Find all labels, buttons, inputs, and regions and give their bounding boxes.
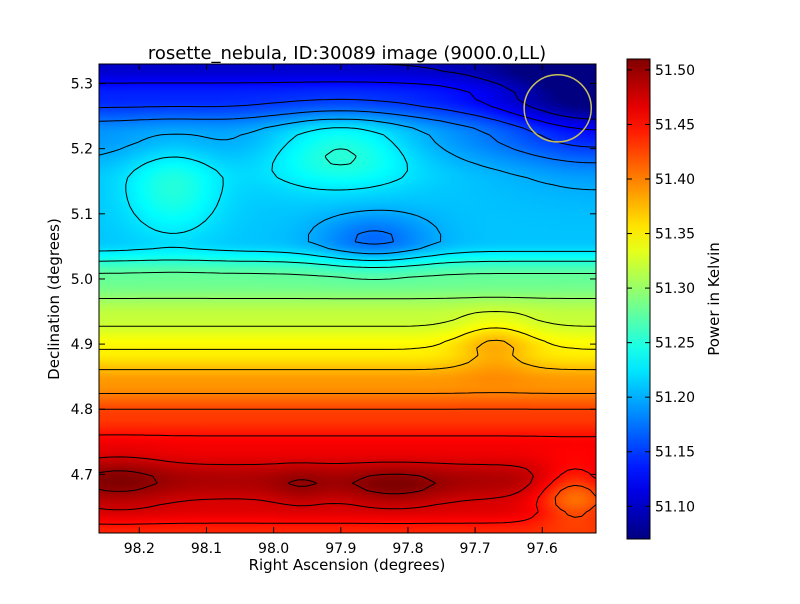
y-tick-label: 5.0 [71,272,93,288]
chart-title: rosette_nebula, ID:30089 image (9000.0,L… [148,43,546,64]
x-axis-label: Right Ascension (degrees) [249,556,446,574]
contour-line [99,296,596,300]
contour-line [99,470,436,495]
contour-line [99,434,596,525]
contour-line [99,311,596,327]
x-tick-label: 97.6 [527,541,558,557]
colorbar-tick-label: 51.30 [655,281,695,297]
y-axis-label: Declination (degrees) [45,218,63,380]
plot-area [99,64,596,533]
contour-line [99,127,596,261]
colorbar-label: Power in Kelvin [705,242,723,356]
colorbar-tick-label: 51.40 [655,172,695,188]
contour-line [99,110,596,245]
contour-line [99,327,596,350]
plot-frame [98,63,597,534]
y-tick-label: 4.9 [71,337,93,353]
contour-line [99,98,596,148]
beam-marker [523,73,593,143]
contour-line [99,118,596,255]
x-axis: 98.2 98.1 98.0 97.9 97.8 97.7 97.6 [124,64,558,557]
colorbar-gradient [626,58,651,540]
contour-line [99,392,596,394]
x-tick-label: 98.1 [191,541,222,557]
y-tick-label: 4.7 [71,467,93,483]
colorbar-tick-label: 51.45 [655,117,695,133]
colorbar: 51.10 51.15 51.20 51.25 51.30 51.35 51.40 51.45… [626,58,723,540]
contour-line [99,271,596,280]
x-tick-label: 97.8 [392,541,423,557]
colorbar-tick-label: 51.10 [655,499,695,515]
x-tick-label: 98.0 [258,541,289,557]
contour-line [99,339,596,371]
colorbar-tick-label: 51.25 [655,336,695,352]
x-tick-label: 97.9 [325,541,356,557]
contour-line [99,456,534,511]
y-tick-label: 5.3 [71,77,93,93]
x-tick-label: 98.2 [124,541,155,557]
colorbar-tick-label: 51.35 [655,227,695,243]
colorbar-tick-label: 51.15 [655,445,695,461]
y-axis: 4.7 4.8 4.9 5.0 5.1 5.2 5.3 [71,77,596,483]
colorbar-ticks: 51.10 51.15 51.20 51.25 51.30 51.35 51.40 51.45… [627,63,695,515]
contour-lines [99,64,596,525]
colorbar-tick-label: 51.20 [655,390,695,406]
y-tick-label: 5.1 [71,207,93,223]
x-tick-label: 97.7 [460,541,491,557]
y-tick-label: 4.8 [71,402,93,418]
colorbar-tick-label: 51.50 [655,63,695,79]
contour-line [99,148,596,268]
y-tick-label: 5.2 [71,142,93,158]
